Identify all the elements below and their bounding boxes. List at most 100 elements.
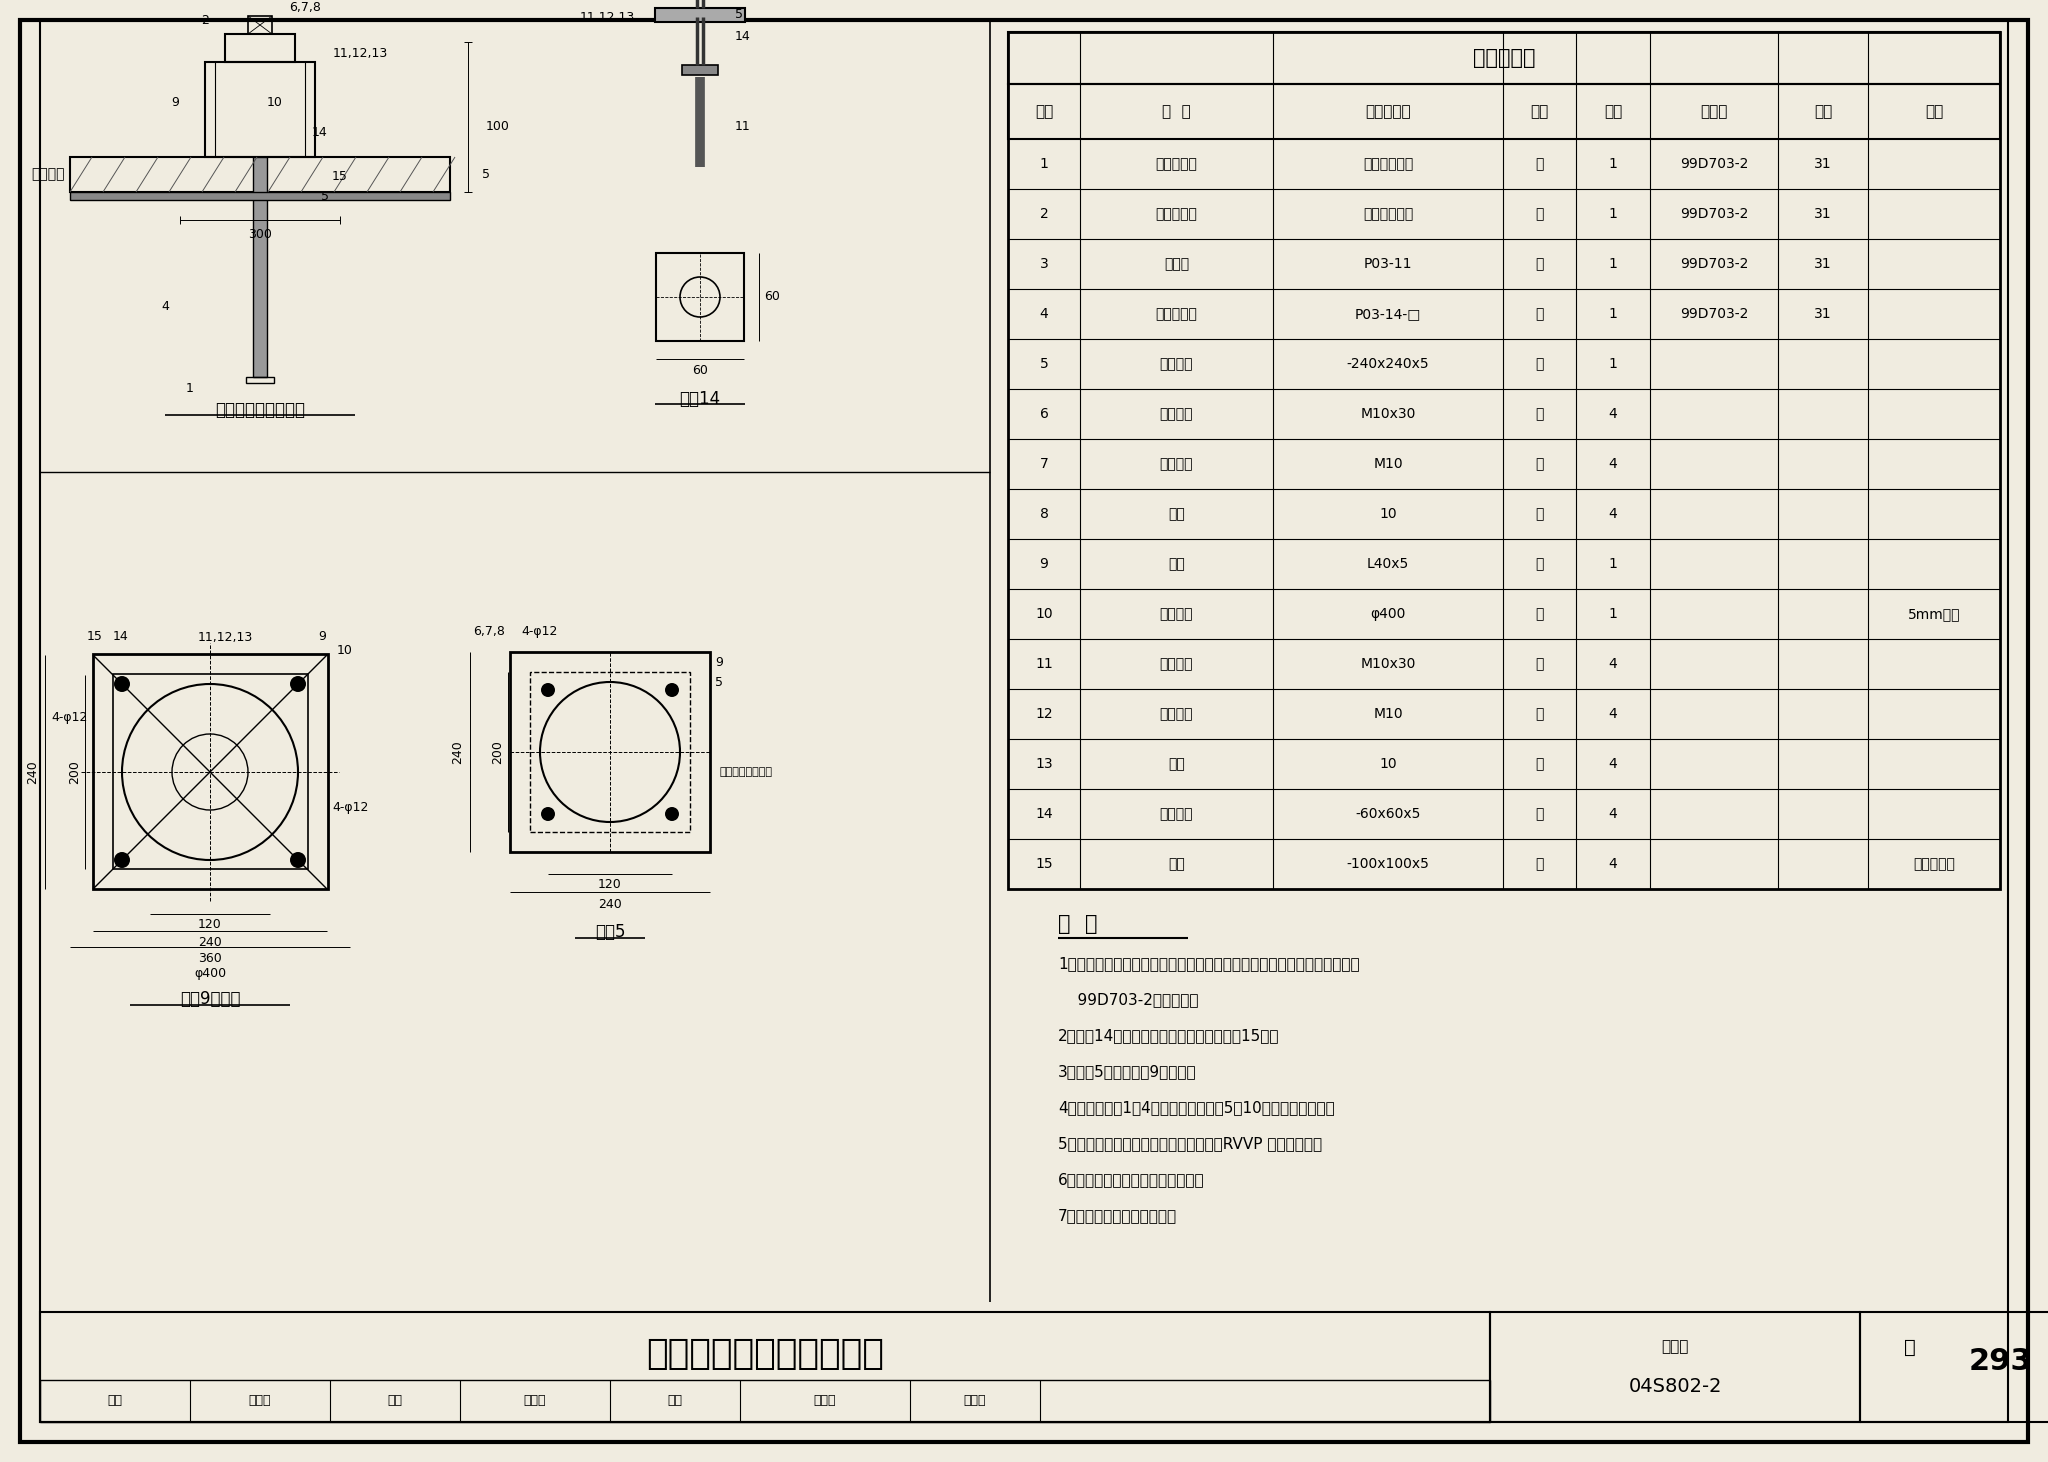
Text: 3、序号5安装在序号9支架上。: 3、序号5安装在序号9支架上。 <box>1059 1064 1196 1079</box>
Text: 4: 4 <box>1608 458 1618 471</box>
Bar <box>113 674 307 868</box>
Text: 240: 240 <box>199 936 221 949</box>
Text: 1: 1 <box>1608 357 1618 371</box>
Text: 个: 个 <box>1536 257 1544 270</box>
Text: 审核: 审核 <box>106 1395 123 1408</box>
Bar <box>1008 83 2001 139</box>
Text: 120: 120 <box>199 918 221 931</box>
Text: 4: 4 <box>162 301 168 313</box>
Text: 14: 14 <box>735 31 752 44</box>
Text: 块: 块 <box>1536 857 1544 871</box>
Text: M10: M10 <box>1374 708 1403 721</box>
Text: 31: 31 <box>1815 156 1831 171</box>
Text: 15: 15 <box>1034 857 1053 871</box>
Text: 防护盖: 防护盖 <box>1163 257 1190 270</box>
Text: L40x5: L40x5 <box>1366 557 1409 572</box>
Text: -240x240x5: -240x240x5 <box>1348 357 1430 371</box>
Text: 个: 个 <box>1536 708 1544 721</box>
Text: 8: 8 <box>1040 507 1049 520</box>
Text: 5: 5 <box>322 190 330 203</box>
Circle shape <box>115 852 129 868</box>
Text: 4: 4 <box>1608 807 1618 822</box>
Text: 单位: 单位 <box>1530 104 1548 118</box>
Text: 5: 5 <box>1040 357 1049 371</box>
Text: 293: 293 <box>1968 1348 2032 1377</box>
Text: 300: 300 <box>248 228 272 241</box>
Text: 240: 240 <box>27 760 39 784</box>
Bar <box>254 156 266 377</box>
Text: 工程设计确定: 工程设计确定 <box>1362 156 1413 171</box>
Circle shape <box>115 675 129 692</box>
Bar <box>1008 32 2001 83</box>
Text: 13: 13 <box>1034 757 1053 770</box>
Text: 1: 1 <box>1608 257 1618 270</box>
Text: 4: 4 <box>1608 656 1618 671</box>
Text: 个: 个 <box>1536 208 1544 221</box>
Text: 9: 9 <box>317 630 326 643</box>
Text: 名  称: 名 称 <box>1161 104 1190 118</box>
Circle shape <box>541 683 555 697</box>
Text: 5、从控制地点送到液位计信号线，采用RVVP 型屏蔽电缆。: 5、从控制地点送到液位计信号线，采用RVVP 型屏蔽电缆。 <box>1059 1136 1323 1152</box>
Text: 设计: 设计 <box>668 1395 682 1408</box>
Text: 六角螺母: 六角螺母 <box>1159 458 1194 471</box>
Text: 4: 4 <box>1608 757 1618 770</box>
Bar <box>246 377 274 383</box>
Text: 31: 31 <box>1815 257 1831 270</box>
Text: 15: 15 <box>88 630 102 643</box>
Text: M10x30: M10x30 <box>1360 406 1415 421</box>
Text: 页次: 页次 <box>1815 104 1833 118</box>
Text: 1、电极式液位计在水塔内人井平台上用支架安装时用本图，并与标准图集: 1、电极式液位计在水塔内人井平台上用支架安装时用本图，并与标准图集 <box>1059 956 1360 972</box>
Text: 10: 10 <box>1034 607 1053 621</box>
Text: 锚件: 锚件 <box>1167 857 1186 871</box>
Text: 04S802-2: 04S802-2 <box>1628 1377 1722 1396</box>
Text: 人井平台: 人井平台 <box>31 168 66 181</box>
Text: 4: 4 <box>1608 708 1618 721</box>
Text: 60: 60 <box>692 364 709 377</box>
Text: 设备材料表: 设备材料表 <box>1473 48 1536 69</box>
Text: 5: 5 <box>715 675 723 689</box>
Text: 120: 120 <box>598 879 623 892</box>
Bar <box>1860 1311 2048 1423</box>
Text: 12: 12 <box>1034 708 1053 721</box>
Text: 1: 1 <box>1608 607 1618 621</box>
Bar <box>92 654 328 889</box>
Text: 液位计分离器开孔: 液位计分离器开孔 <box>721 768 772 776</box>
Text: 10: 10 <box>266 95 283 108</box>
Text: 240: 240 <box>451 740 465 763</box>
Text: 件: 件 <box>1536 607 1544 621</box>
Text: 60: 60 <box>764 291 780 304</box>
Text: 安装配件: 安装配件 <box>1159 357 1194 371</box>
Bar <box>530 673 690 832</box>
Bar <box>70 192 451 200</box>
Text: 15: 15 <box>332 171 348 184</box>
Text: 11: 11 <box>735 120 752 133</box>
Circle shape <box>541 807 555 822</box>
Text: 4: 4 <box>1608 406 1618 421</box>
Text: 99D703-2: 99D703-2 <box>1679 307 1749 322</box>
Text: 型号及规格: 型号及规格 <box>1366 104 1411 118</box>
Text: 9: 9 <box>715 655 723 668</box>
Text: 电极式液位计支架安装图: 电极式液位计支架安装图 <box>645 1338 885 1371</box>
Text: 1: 1 <box>186 383 195 396</box>
Text: 1: 1 <box>1608 557 1618 572</box>
Bar <box>682 64 719 75</box>
Text: 9: 9 <box>172 95 178 108</box>
Text: 页: 页 <box>1905 1338 1915 1357</box>
Text: 说  明: 说 明 <box>1059 914 1098 934</box>
Circle shape <box>666 683 680 697</box>
Text: 4: 4 <box>1608 507 1618 520</box>
Text: 6,7,8: 6,7,8 <box>289 0 322 13</box>
Text: 360: 360 <box>199 952 221 965</box>
Text: 4、液位计序号1、4穿过安装配件序号5、10，自然沉入水中。: 4、液位计序号1、4穿过安装配件序号5、10，自然沉入水中。 <box>1059 1101 1335 1116</box>
Text: 200: 200 <box>68 760 82 784</box>
Text: 4: 4 <box>1608 857 1618 871</box>
Text: 1: 1 <box>1608 156 1618 171</box>
Text: 5: 5 <box>735 9 743 22</box>
Text: 14: 14 <box>1034 807 1053 822</box>
Text: 个: 个 <box>1536 406 1544 421</box>
Text: 安装配件: 安装配件 <box>1159 607 1194 621</box>
Bar <box>248 16 272 34</box>
Text: 11: 11 <box>1034 656 1053 671</box>
Text: 10: 10 <box>338 643 352 656</box>
Bar <box>41 1380 1491 1423</box>
